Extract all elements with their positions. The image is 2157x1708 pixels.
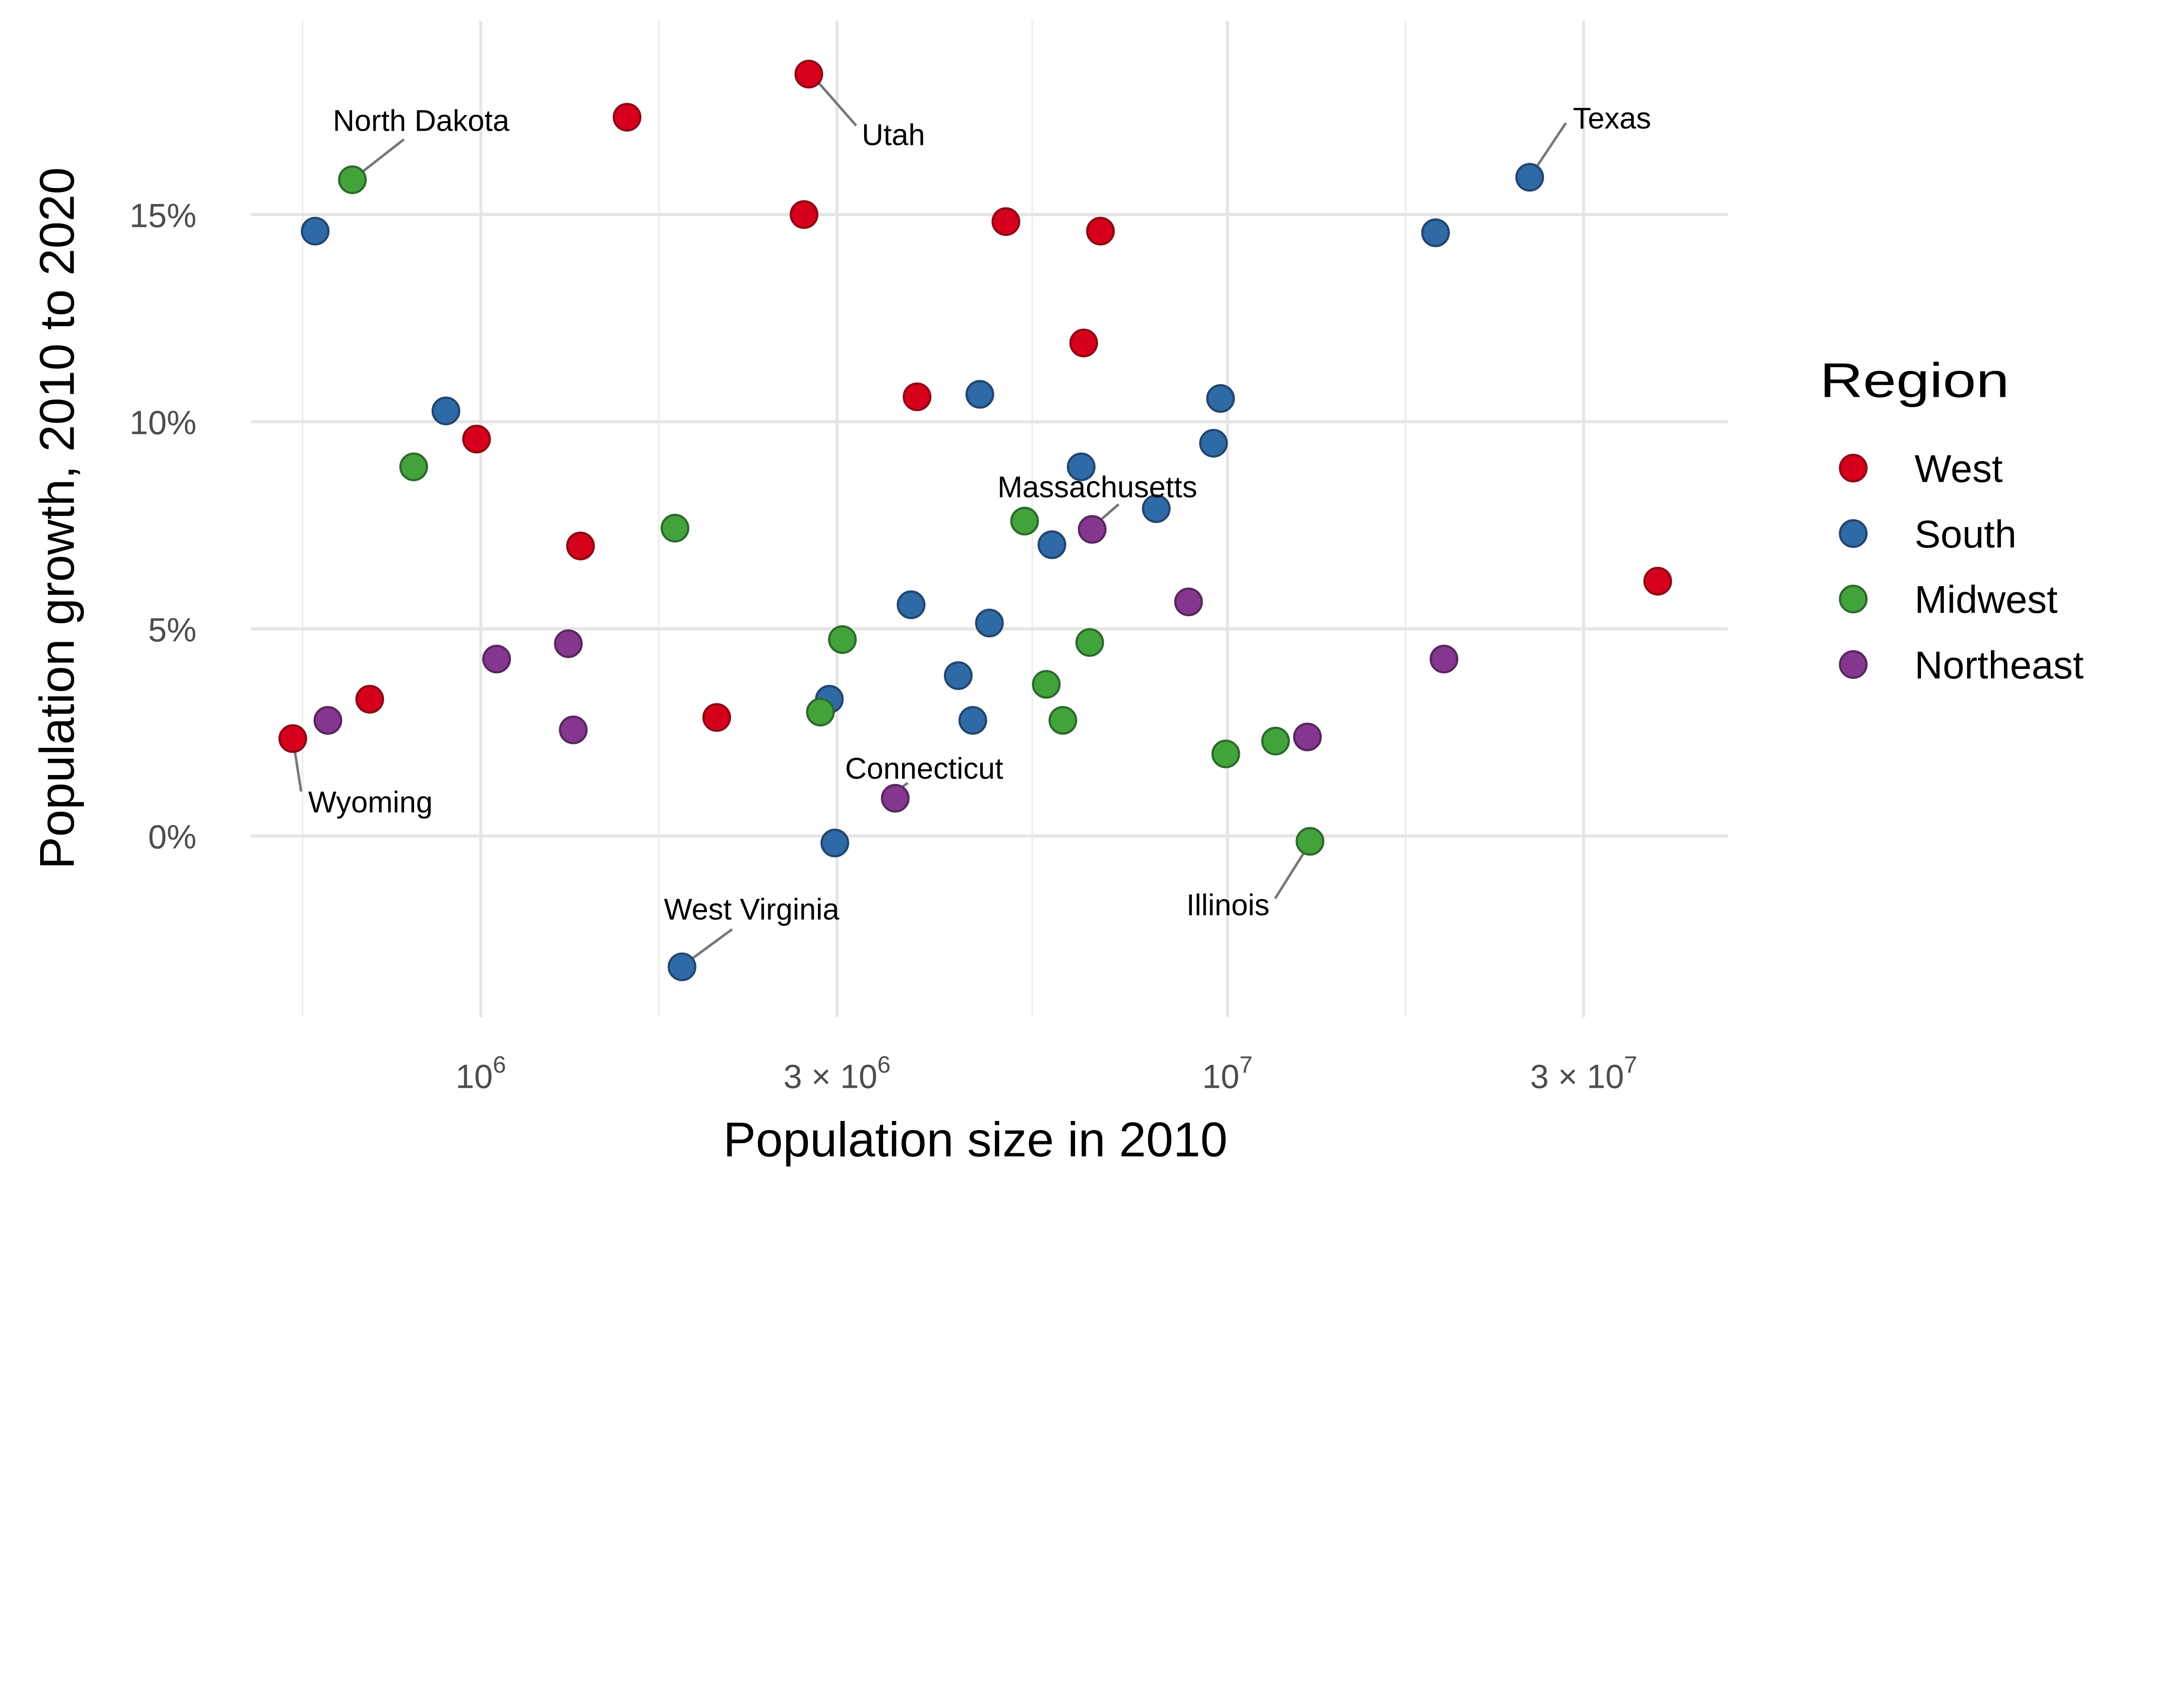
data-point-northeast <box>1293 722 1322 751</box>
annotation-leader-line <box>1274 849 1307 899</box>
data-point-west <box>566 531 595 561</box>
annotation-label: Massachusetts <box>997 470 1197 504</box>
annotation-leader-line <box>358 138 405 176</box>
data-point-west <box>991 207 1020 236</box>
data-point-west <box>789 200 819 229</box>
data-point-south <box>667 952 697 981</box>
annotation-label: Texas <box>1573 101 1651 135</box>
y-axis-title: Population growth, 2010 to 2020 <box>30 167 84 870</box>
data-point-south <box>975 609 1004 637</box>
annotation-leaders <box>293 80 1567 961</box>
data-point-south <box>896 590 926 619</box>
legend-key-west <box>1839 454 1868 483</box>
data-point-south <box>1038 530 1066 559</box>
grid-lines <box>251 21 1728 1017</box>
annotation-labels: Utah Wyoming West Virginia Texas North Dakot… <box>308 101 1651 926</box>
data-point-midwest <box>1075 628 1104 657</box>
data-point-west <box>902 382 932 411</box>
data-point-west <box>1069 328 1098 358</box>
data-point-west <box>462 424 491 454</box>
legend-label-south: South <box>1915 512 2016 556</box>
legend-label-west: West <box>1915 447 2003 491</box>
x-axis-title: Population size in 2010 <box>723 1112 1228 1167</box>
data-point-south <box>943 661 973 690</box>
data-point-south <box>1206 384 1235 413</box>
y-tick-label: 15% <box>129 197 196 234</box>
data-point-midwest <box>1032 670 1061 699</box>
data-point-midwest <box>1048 706 1078 735</box>
data-point-west <box>1086 217 1115 246</box>
data-point-midwest <box>828 625 857 654</box>
data-point-midwest <box>399 452 428 481</box>
y-tick-label: 0% <box>148 819 196 856</box>
legend-title: Region <box>1820 353 2009 408</box>
data-points <box>278 60 1672 981</box>
data-point-west <box>1643 567 1672 596</box>
data-point-west <box>613 103 641 132</box>
y-tick-label: 5% <box>148 612 196 649</box>
x-tick-label: 107 <box>1202 1051 1253 1096</box>
legend-key-midwest <box>1839 584 1868 614</box>
annotation-leader-line <box>816 80 857 127</box>
data-point-west <box>794 60 824 89</box>
data-point-south <box>1199 429 1228 458</box>
data-point-midwest <box>660 514 689 543</box>
data-point-south <box>965 380 994 409</box>
x-tick-label: 106 <box>456 1051 506 1096</box>
data-point-midwest <box>806 697 835 727</box>
data-point-midwest <box>1010 506 1039 536</box>
annotation-label: Utah <box>862 118 925 152</box>
data-point-northeast <box>1078 515 1107 544</box>
data-point-south <box>1142 494 1171 523</box>
annotation-label: North Dakota <box>333 104 509 138</box>
annotation-label: Illinois <box>1186 888 1270 922</box>
data-point-south <box>958 706 987 735</box>
legend-label-midwest: Midwest <box>1915 578 2058 622</box>
data-point-midwest <box>1295 827 1324 856</box>
annotation-label: Connecticut <box>845 752 1003 785</box>
data-point-west <box>278 724 307 753</box>
data-point-south <box>1066 452 1096 481</box>
scatter-chart: 106 3 × 106 107 3 × 107 0% 5% 10% 15% Utah Wyomi… <box>30 21 2084 1167</box>
annotation-label: Wyoming <box>308 785 433 819</box>
data-point-south <box>1515 163 1544 192</box>
legend-key-south <box>1839 519 1868 548</box>
tick-labels: 106 3 × 106 107 3 × 107 0% 5% 10% 15% <box>129 197 1637 1095</box>
annotation-leader-line <box>689 928 733 961</box>
data-point-northeast <box>559 715 588 744</box>
data-point-south <box>1421 218 1450 247</box>
y-tick-label: 10% <box>129 405 196 442</box>
data-point-south <box>820 829 849 857</box>
data-point-south <box>301 217 330 246</box>
data-point-south <box>431 396 460 425</box>
annotation-label: West Virginia <box>664 892 840 926</box>
data-point-northeast <box>554 629 583 658</box>
legend-label-northeast: Northeast <box>1915 644 2084 687</box>
x-tick-label: 3 × 106 <box>783 1051 890 1096</box>
data-point-midwest <box>1211 739 1240 769</box>
x-tick-label: 3 × 107 <box>1530 1051 1637 1096</box>
legend: Region West South Midwest Northeast <box>1820 353 2084 687</box>
data-point-west <box>702 703 731 732</box>
data-point-midwest <box>338 165 367 195</box>
data-point-west <box>355 684 384 714</box>
annotation-leader-line <box>1534 122 1567 170</box>
annotation-leader-line <box>293 747 302 792</box>
legend-key-northeast <box>1839 650 1868 679</box>
data-point-northeast <box>482 644 511 674</box>
data-point-midwest <box>1261 726 1290 756</box>
data-point-northeast <box>313 706 343 735</box>
data-point-northeast <box>1174 587 1203 616</box>
data-point-northeast <box>1429 644 1459 674</box>
data-point-northeast <box>880 784 910 813</box>
